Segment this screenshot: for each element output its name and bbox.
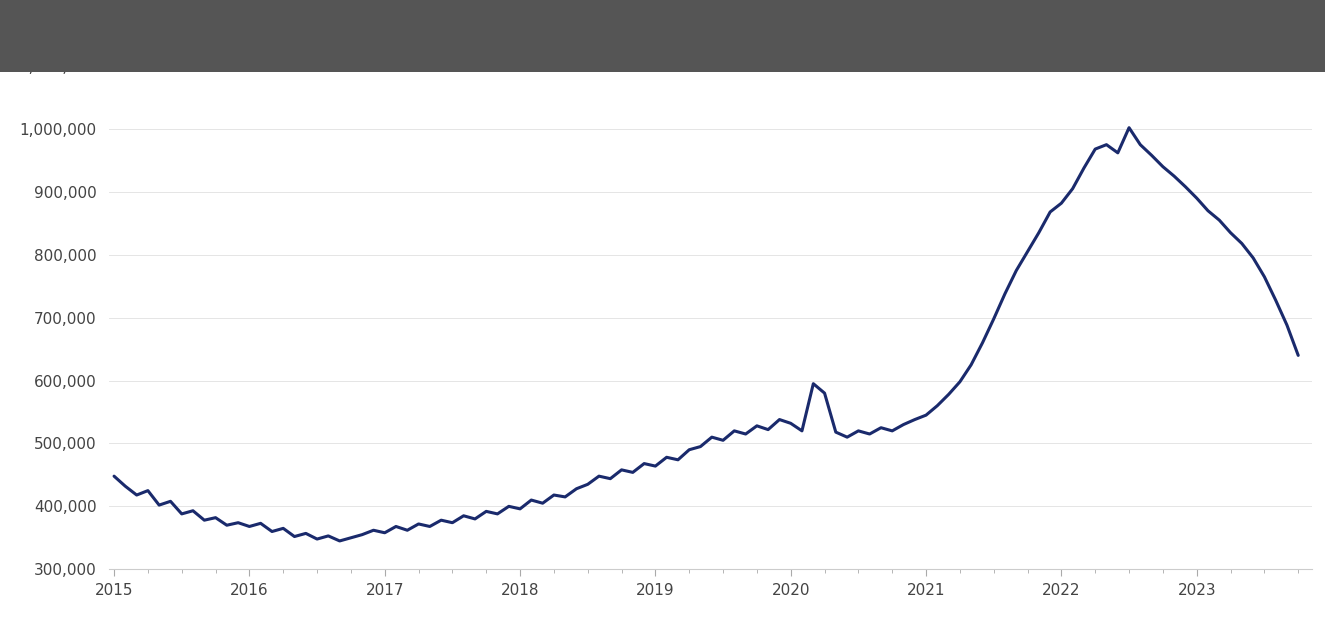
Text: Decline in Canada job vacancies suggest better balance between supply and demand: Decline in Canada job vacancies suggest …: [16, 31, 886, 49]
